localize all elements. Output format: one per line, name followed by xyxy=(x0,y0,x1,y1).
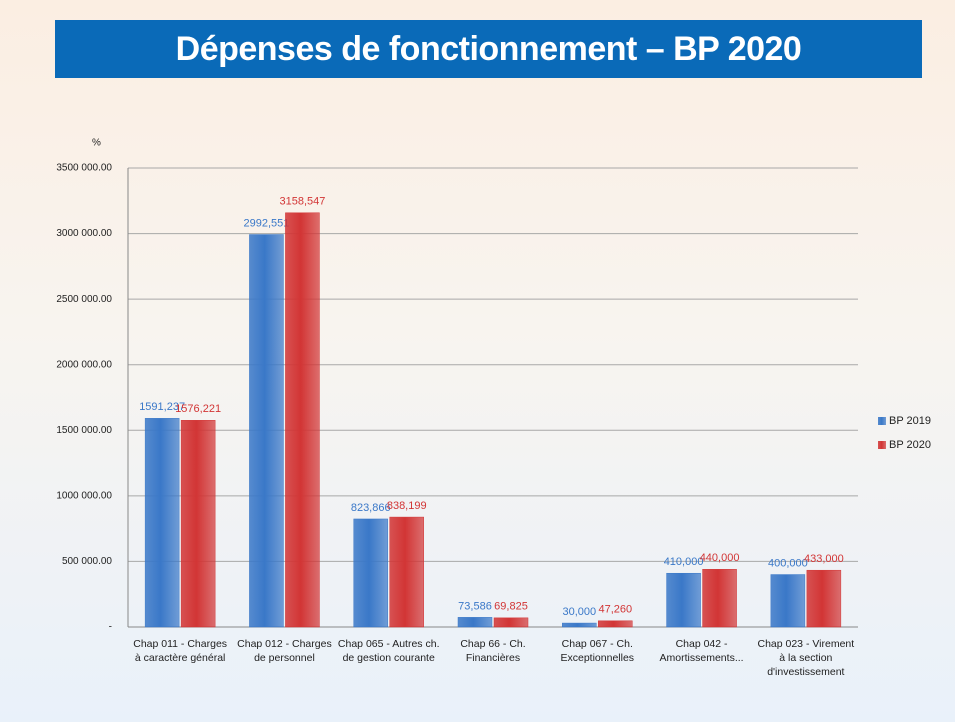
y-tick-label: 3000 000.00 xyxy=(56,228,112,239)
value-label: 2992,551 xyxy=(243,217,289,229)
value-label: 3158,547 xyxy=(279,196,325,208)
bar xyxy=(806,569,842,628)
x-tick-label: Chap 011 - Charges à caractère général xyxy=(133,638,228,664)
x-tick-label: Chap 042 - Amortissements... xyxy=(659,638,744,664)
bar xyxy=(353,518,388,628)
x-tick-label: Chap 065 - Autres ch. de gestion courant… xyxy=(337,638,440,664)
bar xyxy=(389,516,424,628)
value-label: 69,825 xyxy=(494,601,528,613)
legend-swatch xyxy=(878,441,886,449)
value-label: 433,000 xyxy=(804,553,844,565)
y-tick-label: - xyxy=(109,622,112,633)
value-label: 400,000 xyxy=(768,557,808,569)
value-label: 73,586 xyxy=(458,600,492,612)
y-tick-label: 1000 000.00 xyxy=(56,490,112,501)
value-label: 410,000 xyxy=(664,556,704,568)
chart-title: Dépenses de fonctionnement – BP 2020 xyxy=(55,20,922,78)
y-tick-label: 500 000.00 xyxy=(62,556,112,567)
bar xyxy=(249,234,284,628)
bar xyxy=(457,617,493,628)
value-label: 30,000 xyxy=(562,606,596,618)
y-tick-label: 2000 000.00 xyxy=(56,359,112,370)
bar xyxy=(562,622,597,628)
bar xyxy=(493,617,529,628)
value-label: 47,260 xyxy=(598,604,632,616)
y-tick-label: 3500 000.00 xyxy=(56,163,112,174)
value-label: 1591,237 xyxy=(139,401,185,413)
y-axis-label: % xyxy=(92,138,101,149)
legend-label: BP 2020 xyxy=(889,439,931,451)
value-label: 823,866 xyxy=(351,502,391,514)
x-tick-label: Chap 067 - Ch. Exceptionnelles xyxy=(560,638,635,664)
x-tick-label: Chap 012 - Charges de personnel xyxy=(237,638,332,664)
bar xyxy=(598,620,633,628)
bar xyxy=(702,569,737,628)
bar xyxy=(770,574,806,628)
bar xyxy=(666,572,701,628)
value-label: 1576,221 xyxy=(175,403,221,415)
value-label: 440,000 xyxy=(700,552,740,564)
legend-swatch xyxy=(878,417,886,425)
x-tick-label: Chap 66 - Ch. Financières xyxy=(460,638,526,664)
bar xyxy=(180,420,216,628)
value-label: 838,199 xyxy=(387,500,427,512)
y-tick-label: 1500 000.00 xyxy=(56,425,112,436)
x-tick-label: Chap 023 - Virement à la section d'inves… xyxy=(757,638,855,678)
bar xyxy=(285,212,320,628)
bar xyxy=(144,418,180,628)
y-tick-label: 2500 000.00 xyxy=(56,294,112,305)
legend-label: BP 2019 xyxy=(889,415,931,427)
